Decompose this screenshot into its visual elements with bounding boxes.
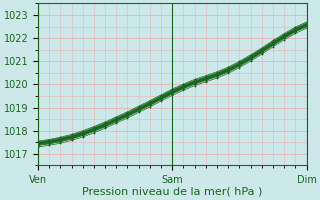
X-axis label: Pression niveau de la mer( hPa ): Pression niveau de la mer( hPa ) — [82, 187, 262, 197]
